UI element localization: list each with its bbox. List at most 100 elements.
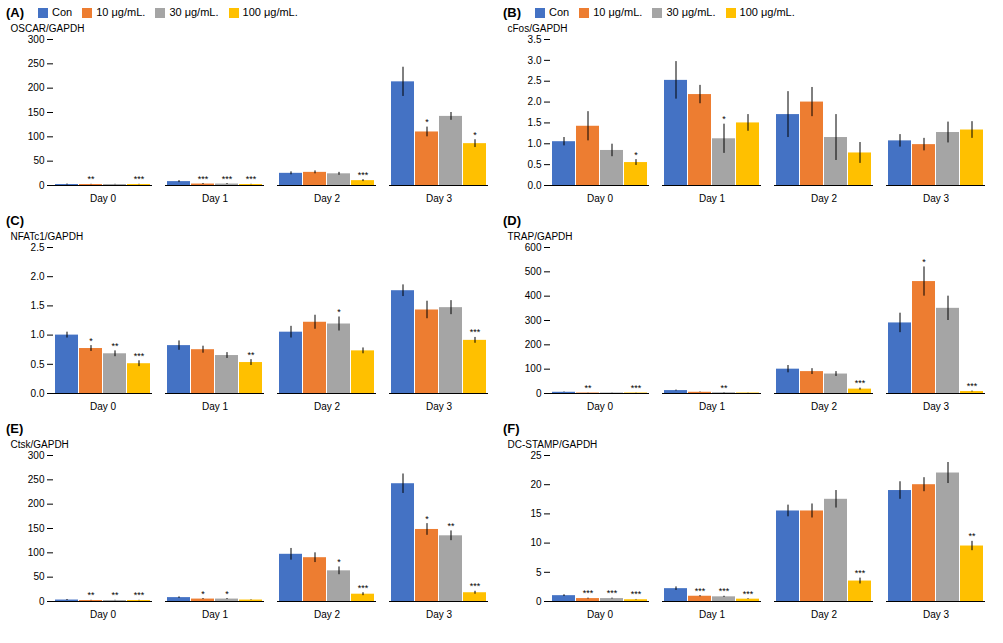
- svg-text:300: 300: [525, 315, 542, 326]
- svg-text:Day 1: Day 1: [699, 401, 726, 412]
- svg-text:0: 0: [536, 596, 542, 607]
- svg-text:400: 400: [525, 290, 542, 301]
- svg-text:OSCAR/GAPDH: OSCAR/GAPDH: [11, 23, 85, 34]
- svg-text:**: **: [584, 383, 592, 393]
- svg-text:***: ***: [967, 381, 978, 391]
- svg-text:Day 2: Day 2: [314, 401, 341, 412]
- svg-text:***: ***: [719, 586, 730, 596]
- svg-text:Day 1: Day 1: [202, 609, 229, 620]
- svg-text:0.0: 0.0: [31, 388, 45, 399]
- svg-text:2.0: 2.0: [31, 271, 45, 282]
- svg-text:Day 0: Day 0: [587, 193, 614, 204]
- svg-text:1.5: 1.5: [528, 117, 542, 128]
- svg-text:*: *: [722, 114, 726, 124]
- svg-text:**: **: [87, 174, 95, 184]
- svg-text:300: 300: [28, 34, 45, 45]
- svg-text:Day 0: Day 0: [90, 193, 117, 204]
- svg-text:150: 150: [28, 523, 45, 534]
- svg-text:**: **: [447, 521, 455, 531]
- svg-text:Day 3: Day 3: [426, 401, 453, 412]
- svg-text:***: ***: [695, 586, 706, 596]
- svg-text:**: **: [87, 590, 95, 600]
- svg-text:Day 2: Day 2: [811, 193, 838, 204]
- svg-text:*: *: [201, 589, 205, 599]
- svg-text:**: **: [968, 531, 976, 541]
- svg-text:***: ***: [246, 174, 257, 184]
- svg-text:3.5: 3.5: [528, 34, 542, 45]
- svg-text:*: *: [89, 336, 93, 346]
- svg-text:Day 2: Day 2: [811, 401, 838, 412]
- svg-text:0.5: 0.5: [31, 359, 45, 370]
- svg-text:0.5: 0.5: [528, 159, 542, 170]
- svg-text:250: 250: [28, 474, 45, 485]
- svg-text:**: **: [111, 590, 119, 600]
- svg-text:5: 5: [536, 567, 542, 578]
- svg-text:NFATc1/GAPDH: NFATc1/GAPDH: [11, 231, 84, 242]
- svg-text:Day 0: Day 0: [587, 609, 614, 620]
- svg-text:***: ***: [134, 590, 145, 600]
- svg-text:Day 1: Day 1: [699, 609, 726, 620]
- svg-text:***: ***: [358, 170, 369, 180]
- svg-text:Day 3: Day 3: [426, 193, 453, 204]
- svg-text:10: 10: [530, 537, 542, 548]
- svg-text:0: 0: [39, 180, 45, 191]
- svg-text:Day 3: Day 3: [923, 609, 950, 620]
- svg-text:***: ***: [743, 589, 754, 599]
- svg-text:Day 2: Day 2: [314, 609, 341, 620]
- svg-text:250: 250: [28, 58, 45, 69]
- svg-text:Day 1: Day 1: [699, 193, 726, 204]
- svg-text:2.5: 2.5: [31, 242, 45, 253]
- svg-text:*: *: [634, 150, 638, 160]
- svg-text:*: *: [225, 589, 229, 599]
- svg-text:*: *: [425, 117, 429, 127]
- svg-text:Day 2: Day 2: [314, 193, 341, 204]
- svg-text:DC-STAMP/GAPDH: DC-STAMP/GAPDH: [508, 439, 598, 450]
- svg-text:***: ***: [607, 588, 618, 598]
- svg-text:150: 150: [28, 107, 45, 118]
- svg-text:Day 1: Day 1: [202, 401, 229, 412]
- svg-text:***: ***: [198, 174, 209, 184]
- svg-text:600: 600: [525, 242, 542, 253]
- svg-text:100: 100: [28, 131, 45, 142]
- svg-text:1.0: 1.0: [31, 329, 45, 340]
- svg-text:200: 200: [28, 498, 45, 509]
- svg-text:1.5: 1.5: [31, 300, 45, 311]
- svg-text:2.0: 2.0: [528, 96, 542, 107]
- svg-text:***: ***: [631, 589, 642, 599]
- svg-text:***: ***: [470, 327, 481, 337]
- svg-text:*: *: [922, 257, 926, 267]
- svg-text:50: 50: [33, 155, 45, 166]
- svg-text:Day 0: Day 0: [90, 609, 117, 620]
- svg-text:**: **: [247, 350, 255, 360]
- svg-text:**: **: [720, 383, 728, 393]
- svg-text:***: ***: [855, 378, 866, 388]
- svg-text:Day 3: Day 3: [923, 401, 950, 412]
- svg-text:2.5: 2.5: [528, 75, 542, 86]
- svg-text:0: 0: [536, 388, 542, 399]
- svg-text:200: 200: [28, 82, 45, 93]
- svg-text:Day 2: Day 2: [811, 609, 838, 620]
- svg-text:***: ***: [583, 588, 594, 598]
- svg-text:500: 500: [525, 266, 542, 277]
- svg-text:***: ***: [134, 351, 145, 361]
- svg-text:***: ***: [855, 568, 866, 578]
- svg-text:***: ***: [470, 581, 481, 591]
- svg-text:50: 50: [33, 571, 45, 582]
- svg-text:**: **: [111, 341, 119, 351]
- svg-text:Day 3: Day 3: [923, 193, 950, 204]
- svg-text:20: 20: [530, 479, 542, 490]
- svg-text:200: 200: [525, 339, 542, 350]
- svg-text:Day 1: Day 1: [202, 193, 229, 204]
- svg-text:***: ***: [134, 174, 145, 184]
- svg-text:1.0: 1.0: [528, 138, 542, 149]
- svg-text:Day 3: Day 3: [426, 609, 453, 620]
- svg-text:100: 100: [525, 363, 542, 374]
- svg-text:***: ***: [631, 383, 642, 393]
- svg-text:***: ***: [222, 174, 233, 184]
- svg-text:300: 300: [28, 450, 45, 461]
- svg-text:*: *: [337, 557, 341, 567]
- svg-text:*: *: [337, 307, 341, 317]
- svg-text:cFos/GAPDH: cFos/GAPDH: [508, 23, 568, 34]
- svg-text:TRAP/GAPDH: TRAP/GAPDH: [508, 231, 573, 242]
- svg-text:*: *: [425, 514, 429, 524]
